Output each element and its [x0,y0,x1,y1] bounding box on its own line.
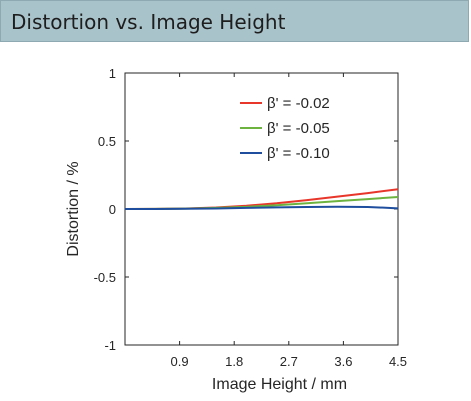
title-bar: Distortion vs. Image Height [0,0,469,42]
y-tick-label: -0.5 [94,270,116,285]
page-title: Distortion vs. Image Height [11,10,286,34]
x-axis-label: Image Height / mm [212,376,347,393]
y-tick-label: 1 [109,66,116,81]
series-line-3 [124,205,399,210]
axis-ticks: 0.9 1.8 2.7 3.6 4.5 1 0.5 0 -0.5 -1 [94,66,407,369]
series-lines [124,188,399,210]
y-tick-label: 0.5 [98,134,116,149]
legend: β' = -0.02 β' = -0.05 β' = -0.10 [240,95,330,162]
y-axis-label: Distortion / % [65,161,82,256]
legend-label-2: β' = -0.05 [267,120,330,137]
x-tick-label: 3.6 [334,354,352,369]
x-tick-label: 4.5 [389,354,407,369]
y-tick-label: 0 [109,202,116,217]
x-tick-label: 2.7 [280,354,298,369]
y-tick-label: -1 [104,338,116,353]
x-tick-label: 0.9 [171,354,189,369]
x-tick-label: 1.8 [225,354,243,369]
legend-label-1: β' = -0.02 [267,95,330,112]
legend-label-3: β' = -0.10 [267,145,330,162]
